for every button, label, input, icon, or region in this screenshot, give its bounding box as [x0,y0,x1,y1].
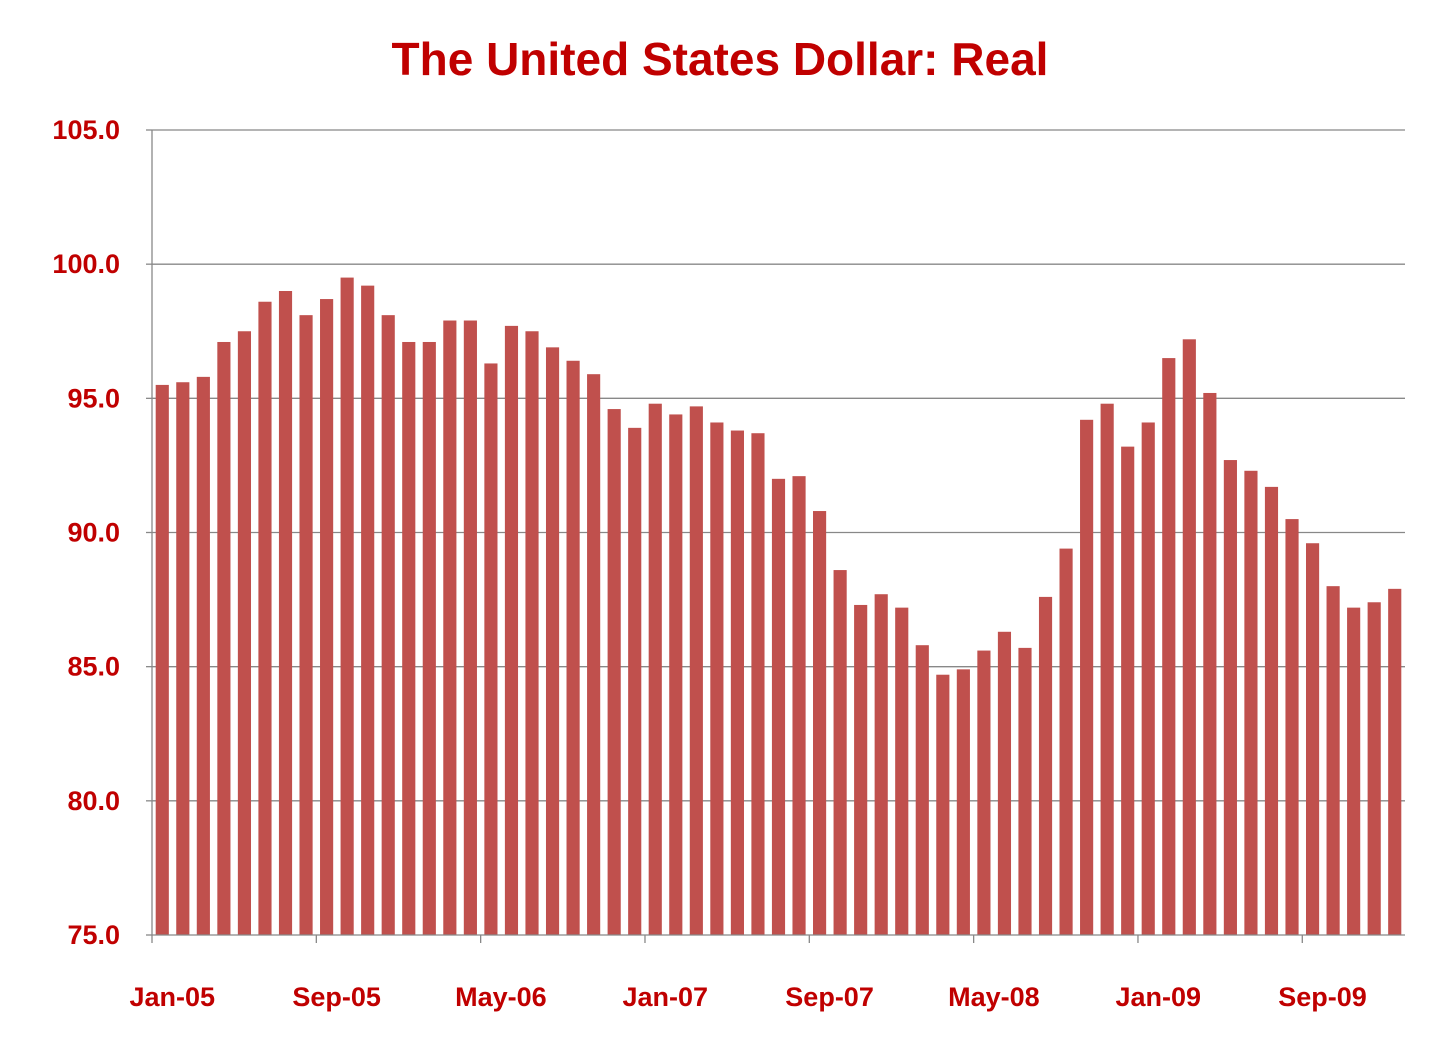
bar-Apr-05 [217,341,231,935]
y-tick-label: 105.0 [52,115,120,145]
bar-Aug-07 [792,476,806,935]
bar-Jun-08 [997,631,1012,935]
x-tick-label: May-08 [948,982,1040,1012]
bar-Oct-05 [340,277,354,935]
bar-Aug-05 [299,315,313,935]
bar-Jan-05 [155,384,169,936]
bar-Aug-08 [1038,596,1053,935]
bar-Feb-05 [176,382,190,935]
bar-Nov-08 [1100,403,1114,935]
bar-Feb-07 [669,414,683,935]
bar-Jan-06 [402,341,416,935]
bar-Nov-09 [1347,607,1361,935]
bar-Apr-07 [710,422,724,935]
bar-Jan-08 [895,607,909,935]
bar-Apr-09 [1203,392,1217,935]
bar-Apr-08 [956,669,970,935]
bar-Mar-08 [936,674,950,935]
y-tick-label: 95.0 [67,383,120,413]
bar-Mar-06 [443,320,457,935]
bar-May-06 [484,363,498,935]
bar-Oct-06 [587,374,601,935]
y-tick-label: 100.0 [52,249,120,279]
y-tick-label: 80.0 [67,786,120,816]
bar-Mar-09 [1182,339,1196,935]
bar-Jul-09 [1264,486,1279,935]
x-tick-label: May-06 [455,982,547,1012]
bar-Aug-06 [545,347,560,936]
bar-May-07 [730,430,744,935]
bar-Aug-09 [1285,519,1299,935]
y-tick-label: 75.0 [67,920,120,950]
x-tick-label: Jan-07 [622,982,708,1012]
bar-Jan-07 [648,403,662,935]
bar-Sep-06 [566,360,580,935]
x-tick-label: Sep-05 [292,982,381,1012]
bar-May-08 [977,650,991,935]
bar-Dec-09 [1367,602,1381,935]
bar-Sep-05 [320,299,334,935]
bar-May-05 [237,331,252,935]
x-tick-label: Sep-07 [785,982,874,1012]
x-tick-label: Jan-09 [1115,982,1201,1012]
bar-Nov-05 [361,285,375,936]
y-tick-label: 90.0 [67,518,120,548]
bar-Oct-07 [833,570,847,935]
bar-Jan-09 [1141,422,1155,935]
chart-title: The United States Dollar: Real [391,33,1049,85]
bar-Nov-07 [854,604,868,935]
x-tick-label: Jan-05 [129,982,215,1012]
bar-Jun-05 [258,301,272,935]
bar-Jul-05 [278,291,293,935]
bar-Feb-06 [422,341,436,935]
bar-May-09 [1223,460,1237,935]
bar-Jul-07 [771,478,786,935]
bar-Mar-07 [689,406,703,936]
bar-Oct-09 [1326,586,1340,935]
bar-Feb-09 [1162,358,1176,935]
bar-Dec-07 [874,594,888,935]
bar-Dec-08 [1121,446,1135,935]
bar-Sep-08 [1059,548,1073,935]
bar-Sep-09 [1305,543,1320,935]
bar-Jul-06 [525,331,539,935]
bar-Jun-09 [1244,470,1258,935]
bar-Sep-07 [813,511,827,935]
bar-Oct-08 [1080,419,1094,935]
bar-Jun-06 [504,325,519,936]
bar-Jul-08 [1018,647,1032,935]
bar-Feb-08 [915,645,929,935]
bar-Dec-06 [628,427,642,935]
bar-Apr-06 [463,320,477,935]
bar-Nov-06 [607,409,621,936]
y-tick-label: 85.0 [67,652,120,682]
bar-Dec-05 [381,315,395,935]
bar-Jan-10 [1388,588,1402,935]
x-tick-label: Sep-09 [1278,982,1367,1012]
bar-Jun-07 [751,433,765,935]
bar-Mar-05 [196,376,210,935]
